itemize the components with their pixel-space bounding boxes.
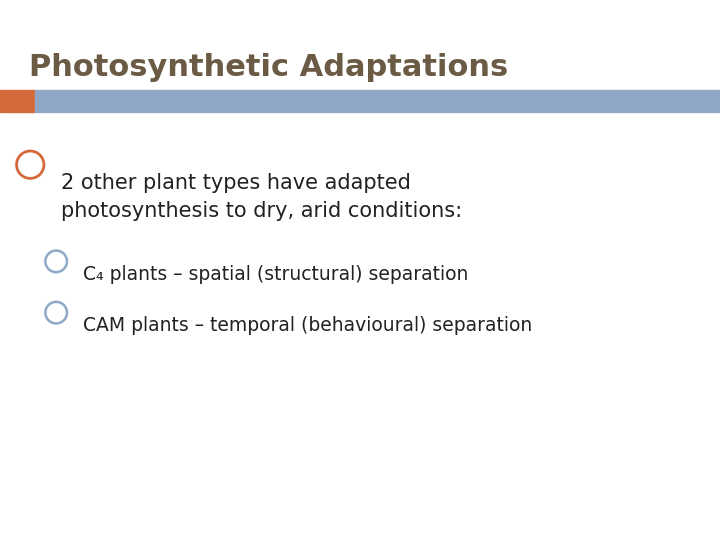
Bar: [35, 90, 720, 112]
Text: CAM plants – temporal (behavioural) separation: CAM plants – temporal (behavioural) sepa…: [83, 316, 532, 335]
Ellipse shape: [45, 302, 67, 323]
Bar: [0, 90, 35, 112]
Ellipse shape: [45, 251, 67, 272]
Text: C₄ plants – spatial (structural) separation: C₄ plants – spatial (structural) separat…: [83, 265, 468, 284]
Text: Photosynthetic Adaptations: Photosynthetic Adaptations: [29, 53, 508, 82]
Ellipse shape: [17, 151, 44, 178]
Text: 2 other plant types have adapted
photosynthesis to dry, arid conditions:: 2 other plant types have adapted photosy…: [61, 173, 462, 221]
